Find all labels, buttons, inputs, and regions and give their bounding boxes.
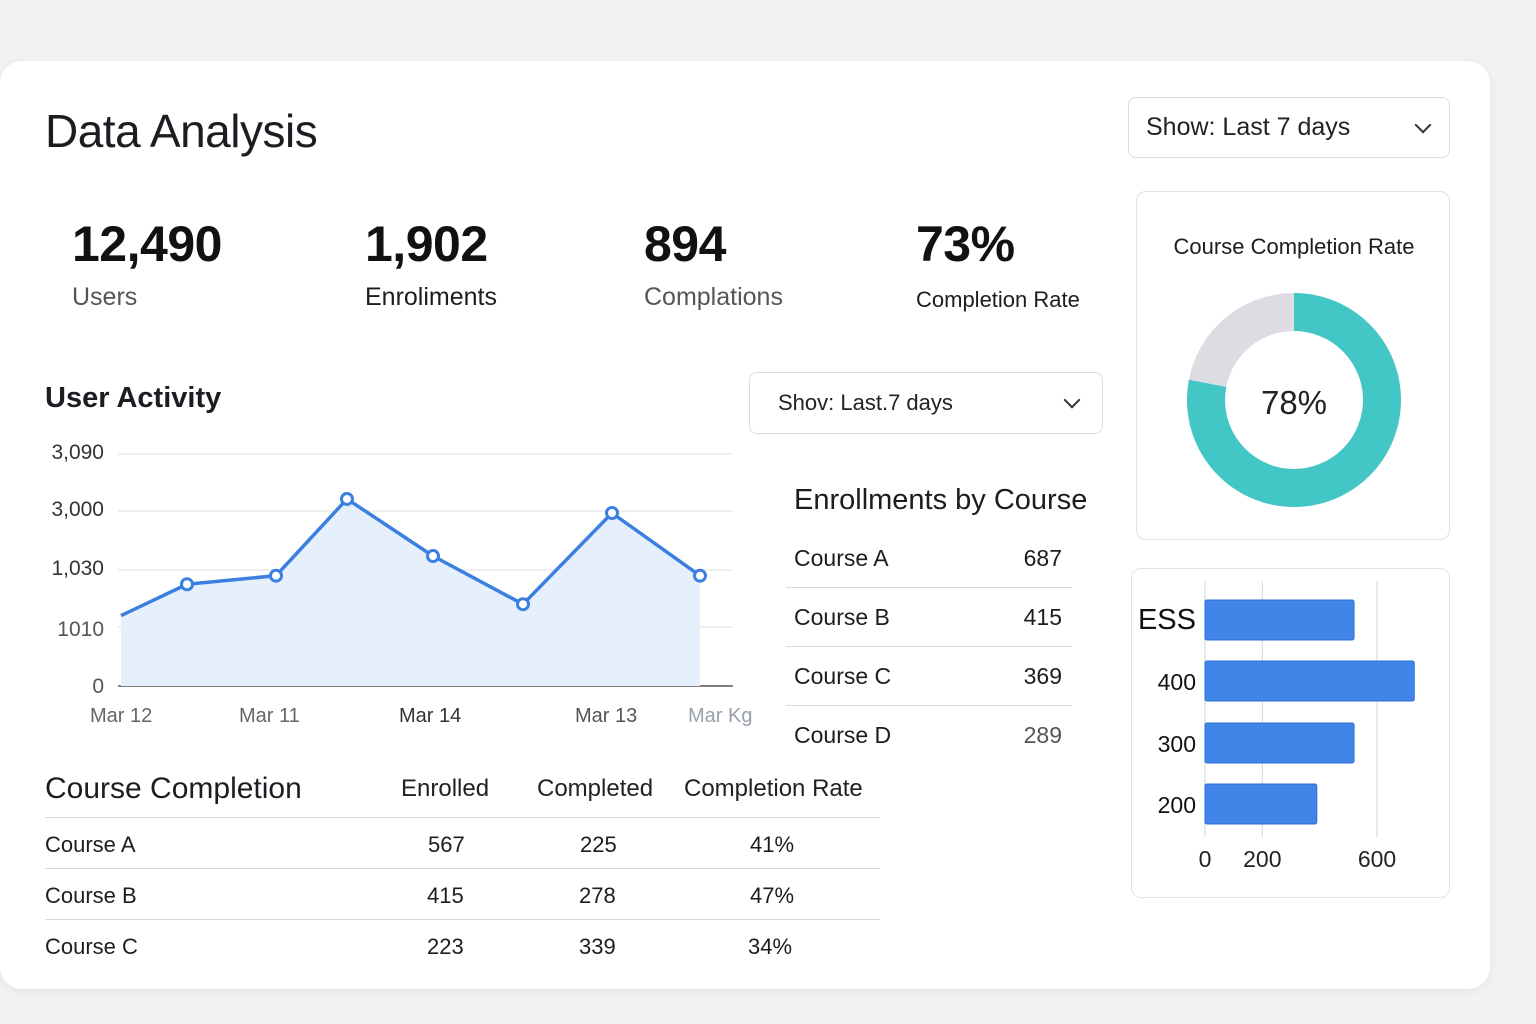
table-row: Course B 415 278 47%	[45, 868, 880, 919]
data-point	[516, 597, 530, 612]
category-label: ESS	[1138, 604, 1196, 636]
column-header: Enrolled	[401, 775, 490, 802]
kpi-users: 12,490 Users	[46, 191, 308, 333]
enrollment-row: Course A 687	[786, 529, 1072, 588]
enrollment-row: Course B 415	[786, 588, 1072, 647]
course-name: Course D	[794, 722, 892, 748]
data-point	[269, 568, 283, 583]
x-tick-label: Mar 11	[239, 705, 300, 727]
table-row: Course A 567 225 41%	[45, 817, 880, 868]
category-label: 200	[1158, 792, 1196, 818]
kpi-value: 1,902	[365, 216, 488, 272]
enrollment-row: Course D 289	[786, 706, 1072, 765]
kpi-label: Complations	[644, 283, 783, 311]
cell-enrolled: 415	[427, 883, 464, 908]
cell-rate: 41%	[750, 832, 795, 857]
cell-course: Course C	[45, 934, 138, 959]
date-range-select[interactable]: Show: Last 7 days	[1128, 97, 1450, 158]
donut-fill	[1187, 293, 1401, 507]
bar	[1204, 660, 1415, 702]
kpi-enrolments: 1,902 Enroliments	[339, 191, 588, 333]
data-point	[180, 577, 194, 592]
cell-enrolled: 223	[427, 934, 464, 959]
course-value: 289	[1023, 722, 1062, 748]
data-point	[605, 506, 619, 521]
y-tick-label: 1,030	[51, 557, 104, 580]
enrollment-bar-card: 0 200 600 ESS 400 300 200	[1131, 568, 1450, 898]
course-value: 415	[1023, 603, 1062, 630]
cell-completed: 339	[579, 934, 616, 959]
course-value: 687	[1023, 544, 1062, 571]
date-range-value: Show: Last 7 days	[1146, 113, 1351, 141]
table-row: Course C 223 339 34%	[45, 919, 880, 970]
cell-rate: 47%	[750, 883, 795, 908]
y-tick-label: 3,090	[51, 441, 104, 464]
enrollment-bar-chart: 0 200 600 ESS 400 300 200	[1138, 581, 1415, 872]
enrollment-row: Course C 369	[786, 647, 1072, 706]
y-tick-label: 1010	[57, 618, 104, 641]
data-point	[693, 568, 707, 583]
series-line	[120, 497, 702, 618]
page-title: Data Analysis	[45, 105, 318, 157]
user-activity-title: User Activity	[45, 382, 222, 414]
bar	[1204, 722, 1355, 764]
x-tick-label: 200	[1243, 846, 1281, 872]
data-point	[426, 549, 440, 564]
x-tick-label: Mar Kg	[688, 705, 753, 727]
kpi-value: 12,490	[72, 216, 222, 272]
kpi-value: 894	[644, 216, 726, 272]
activity-range-select[interactable]: Shov: Last.7 days	[749, 372, 1103, 434]
cell-completed: 278	[579, 883, 616, 908]
chevron-down-icon	[1063, 391, 1081, 409]
kpi-label: Enroliments	[365, 283, 497, 311]
kpi-completion-rate: 73% Completion Rate	[890, 191, 1105, 333]
column-header: Completed	[537, 775, 654, 802]
x-tick-label: 600	[1358, 846, 1396, 872]
course-value: 369	[1023, 662, 1062, 689]
bar	[1204, 783, 1318, 825]
cell-course: Course A	[45, 832, 136, 857]
kpi-value: 73%	[916, 216, 1015, 272]
y-tick-label: 0	[92, 675, 104, 698]
course-name: Course A	[794, 544, 889, 571]
chevron-down-icon	[1414, 116, 1432, 133]
kpi-label: Completion Rate	[916, 287, 1080, 312]
x-tick-label: 0	[1199, 846, 1212, 872]
donut-label: 78%	[1260, 384, 1328, 421]
cell-rate: 34%	[748, 934, 793, 959]
x-tick-label: Mar 13	[575, 705, 638, 727]
course-name: Course B	[794, 603, 890, 630]
donut-title: Course Completion Rate	[1173, 234, 1415, 259]
kpi-completions: 894 Complations	[618, 191, 859, 333]
bar	[1204, 599, 1355, 641]
user-activity-chart	[118, 453, 733, 687]
donut-chart	[1187, 293, 1401, 507]
data-point	[340, 491, 354, 506]
enrollments-title: Enrollments by Course	[794, 484, 1088, 516]
kpi-label: Users	[72, 283, 138, 311]
completion-rate-card: Course Completion Rate 78%	[1136, 191, 1450, 540]
course-completion-title: Course Completion	[45, 772, 302, 805]
area-fill	[121, 498, 700, 686]
y-tick-label: 3,000	[51, 498, 104, 521]
category-label: 300	[1158, 731, 1196, 757]
column-header: Completion Rate	[684, 775, 863, 802]
course-name: Course C	[794, 662, 892, 689]
category-label: 400	[1158, 669, 1196, 695]
activity-range-value: Shov: Last.7 days	[778, 390, 953, 415]
cell-course: Course B	[45, 883, 137, 908]
cell-completed: 225	[580, 832, 617, 857]
cell-enrolled: 567	[428, 832, 465, 857]
x-tick-label: Mar 12	[90, 705, 153, 727]
x-tick-label: Mar 14	[399, 705, 462, 727]
